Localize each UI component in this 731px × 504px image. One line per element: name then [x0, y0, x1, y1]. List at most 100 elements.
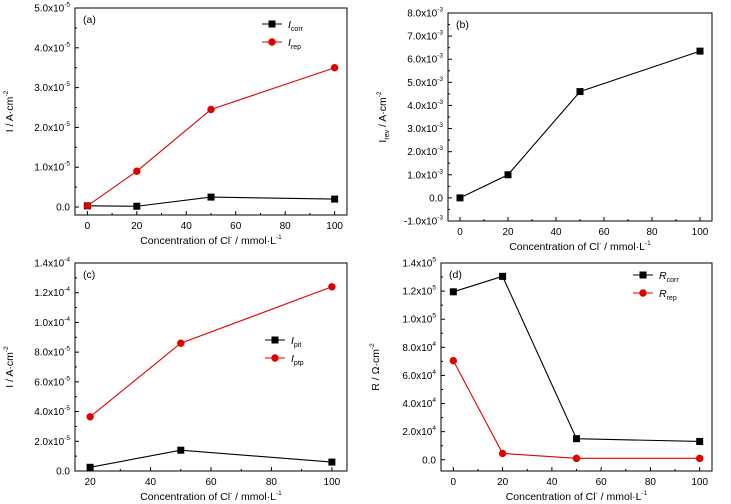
- x-axis-label-sup: -: [599, 240, 601, 247]
- y-tick-exponent: -4: [64, 257, 70, 264]
- data-point: [86, 413, 94, 421]
- series-line: [87, 196, 335, 207]
- y-tick-label: 1.4x10-4: [34, 257, 70, 270]
- y-tick-exponent: -3: [437, 145, 443, 152]
- data-point: [207, 105, 215, 114]
- y-tick-exponent: -5: [64, 405, 70, 412]
- y-tick-mantissa: 8.0x10: [402, 343, 432, 354]
- data-point: [133, 202, 141, 210]
- data-point: [449, 356, 458, 365]
- x-tick-label: 80: [645, 477, 657, 488]
- y-tick-exponent: 5: [432, 285, 436, 292]
- data-point: [331, 195, 339, 203]
- data-point: [86, 463, 94, 471]
- legend-item: Rrep: [633, 288, 677, 302]
- y-tick-exponent: -3: [437, 53, 443, 60]
- y-tick-exponent: -5: [64, 435, 70, 442]
- y-tick-label: 1.0x10-4: [34, 316, 70, 329]
- legend: Rcorr Rrep: [633, 270, 679, 302]
- y-tick-mantissa: 7.0x10: [407, 32, 437, 43]
- y-tick-mantissa: 8.0x10: [407, 9, 437, 20]
- y-tick-label: 0.0: [429, 193, 443, 204]
- x-tick-label: 100: [324, 477, 341, 488]
- data-point: [207, 193, 215, 201]
- legend-item: Ipit: [265, 335, 301, 349]
- y-axis-label-sup: -2: [3, 90, 10, 96]
- x-axis-label: Concentration of Cl- / mmol·L-1: [509, 240, 651, 253]
- y-tick-exponent: -3: [437, 76, 443, 83]
- legend-label: Ipit: [291, 335, 301, 349]
- y-tick-exponent: -3: [437, 215, 443, 222]
- series-line: [452, 360, 700, 459]
- legend-marker: [268, 20, 276, 28]
- x-axis-label-unit: / mmol·L: [232, 235, 276, 247]
- y-tick-mantissa: -1.0x10: [404, 217, 438, 228]
- y-tick-label: 6.0x10-5: [34, 375, 70, 388]
- legend: Icorr Irep: [262, 19, 304, 51]
- legend-marker: [639, 271, 647, 279]
- panel-label: (d): [449, 269, 462, 281]
- x-tick-label: 0: [457, 227, 463, 238]
- y-tick-mantissa: 3.0x10: [34, 83, 64, 94]
- y-axis-label-main: I: [377, 140, 389, 143]
- x-axis-label: Concentration of Cl- / mmol·L-1: [140, 234, 282, 247]
- x-axis-label-main: Concentration of Cl: [140, 491, 230, 503]
- panel-label: (c): [83, 269, 95, 281]
- y-tick-exponent: -3: [437, 122, 443, 129]
- y-tick-exponent: 4: [432, 425, 436, 432]
- series-line: [459, 50, 701, 199]
- y-tick-label: 1.4x105: [402, 257, 436, 270]
- legend-item: Rcorr: [633, 270, 679, 284]
- y-tick-label: 0.0: [56, 467, 70, 478]
- data-point: [328, 458, 336, 466]
- y-tick-label: 1.2x10-4: [34, 286, 70, 299]
- y-tick-exponent: -5: [64, 41, 70, 48]
- y-tick-mantissa: 1.0x10: [407, 170, 437, 181]
- y-tick-label: 4.0x104: [402, 397, 436, 410]
- legend-marker: [268, 38, 276, 46]
- y-tick-label: 4.0x10-3: [407, 99, 443, 112]
- x-tick-label: 20: [85, 477, 97, 488]
- y-tick-label: 3.0x10-3: [407, 122, 443, 135]
- legend-item: Irep: [262, 37, 301, 51]
- x-axis-label-sup: -: [230, 234, 232, 241]
- x-axis-label-unit-sup: -1: [642, 490, 648, 497]
- x-tick-label: 20: [497, 477, 509, 488]
- y-axis-label-main: I / A·cm: [4, 96, 16, 132]
- y-tick-exponent: -4: [64, 286, 70, 293]
- x-tick-label: 60: [596, 477, 608, 488]
- chart-panel-d: 0 20 40 60 80 1000.02.0x1044.0x1046.0x1048.0x…: [369, 257, 713, 503]
- y-axis-label: R / Ω·cm-2: [369, 343, 382, 391]
- legend-label: Icorr: [288, 19, 304, 33]
- y-tick-exponent: 4: [432, 397, 436, 404]
- y-tick-label: 6.0x104: [402, 369, 436, 382]
- y-tick-exponent: -5: [64, 161, 70, 168]
- y-tick-exponent: -3: [437, 99, 443, 106]
- legend-label: Rcorr: [659, 270, 679, 284]
- y-tick-exponent: 5: [432, 313, 436, 320]
- x-axis-label-main: Concentration of Cl: [140, 235, 230, 247]
- y-tick-exponent: 4: [432, 369, 436, 376]
- data-point: [133, 167, 141, 175]
- y-tick-exponent: -3: [437, 7, 443, 14]
- y-tick-label: 4.0x10-5: [34, 405, 70, 418]
- y-axis-label-sup: -2: [3, 346, 10, 352]
- legend-marker: [271, 354, 279, 362]
- data-point: [695, 454, 704, 463]
- y-tick-exponent: -3: [437, 168, 443, 175]
- chart-panel-a: 0 20 40 60 80 1000.01.0x10-52.0x10-53.0x10-54…: [3, 2, 348, 247]
- y-tick-label: 7.0x10-3: [407, 30, 443, 43]
- y-tick-mantissa: 4.0x10: [407, 101, 437, 112]
- data-point: [177, 339, 185, 347]
- data-point: [499, 272, 507, 280]
- data-point: [576, 88, 584, 96]
- y-tick-label: 1.0x10-3: [407, 168, 443, 181]
- y-tick-mantissa: 4.0x10: [402, 399, 432, 410]
- legend-label: Irep: [288, 37, 301, 51]
- x-tick-label: 40: [550, 227, 562, 238]
- y-tick-exponent: -5: [64, 346, 70, 353]
- x-axis-label: Concentration of Cl- / mmol·L-1: [140, 490, 282, 503]
- series-pit: [86, 446, 336, 471]
- x-axis-label-main: Concentration of Cl: [509, 241, 599, 253]
- y-tick-mantissa: 1.0x10: [402, 315, 432, 326]
